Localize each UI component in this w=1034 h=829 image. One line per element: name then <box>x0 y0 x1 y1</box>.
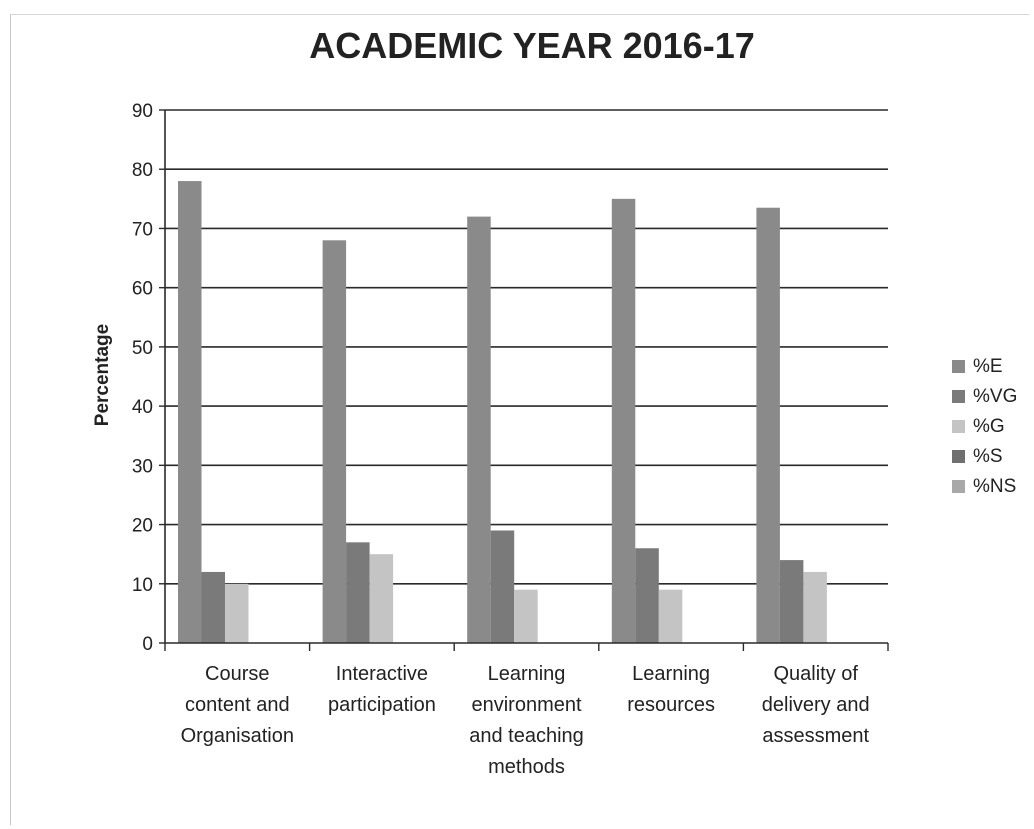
bar <box>322 240 347 644</box>
x-tick-label: and teaching <box>469 725 584 747</box>
bar <box>514 589 538 643</box>
x-tick-label: content and <box>185 694 290 716</box>
bar <box>635 548 659 643</box>
y-tick-label: 10 <box>132 575 153 596</box>
x-tick-label: environment <box>471 694 582 716</box>
legend-label: %VG <box>973 386 1017 407</box>
x-tick-label: assessment <box>762 725 869 747</box>
legend-swatch <box>952 360 965 373</box>
legend-swatch <box>952 480 965 493</box>
x-tick-label: Learning <box>632 663 710 685</box>
y-tick-label: 50 <box>132 338 153 359</box>
legend-label: %NS <box>973 476 1016 497</box>
bar <box>467 216 491 643</box>
x-tick-labels: Course content and Organisation Interactive… <box>181 663 870 778</box>
bar <box>225 583 249 643</box>
chart-title: ACADEMIC YEAR 2016-17 <box>309 25 754 66</box>
x-tick-label: methods <box>488 756 565 778</box>
y-tick-label: 70 <box>132 219 153 240</box>
y-tick-label: 40 <box>132 397 153 418</box>
x-tick-label: participation <box>328 694 436 716</box>
bar <box>490 530 515 643</box>
legend-swatch <box>952 450 965 463</box>
bars <box>178 181 827 644</box>
x-tick-label: Course <box>205 663 269 685</box>
legend-label: %E <box>973 356 1003 377</box>
bar <box>779 560 804 643</box>
bar <box>178 181 202 644</box>
bar <box>611 198 636 644</box>
y-tick-label: 60 <box>132 279 153 300</box>
legend-label: %S <box>973 446 1003 467</box>
x-tick-label: Organisation <box>181 725 294 747</box>
bar <box>346 542 370 643</box>
y-tick-labels: 0 10 20 30 40 50 60 70 80 90 <box>132 101 153 655</box>
x-tick-label: resources <box>627 694 715 716</box>
x-tick-label: delivery and <box>762 694 870 716</box>
legend: %E %VG %G %S %NS <box>952 356 1017 497</box>
y-tick-label: 30 <box>132 456 153 477</box>
x-tick-label: Learning <box>488 663 566 685</box>
x-tick-label: Interactive <box>336 663 428 685</box>
bar <box>201 571 225 643</box>
bar <box>369 554 394 643</box>
axes <box>159 109 889 651</box>
legend-swatch <box>952 390 965 403</box>
bar <box>658 589 683 643</box>
y-tick-label: 90 <box>132 101 153 122</box>
y-tick-label: 20 <box>132 516 153 537</box>
y-axis-label: Percentage <box>92 324 113 426</box>
bar <box>756 207 780 643</box>
chart-frame <box>10 14 1029 825</box>
y-tick-label: 0 <box>142 634 153 655</box>
y-tick-label: 80 <box>132 160 153 181</box>
legend-swatch <box>952 420 965 433</box>
x-tick-label: Quality of <box>773 663 858 685</box>
bar <box>803 571 827 643</box>
legend-label: %G <box>973 416 1005 437</box>
